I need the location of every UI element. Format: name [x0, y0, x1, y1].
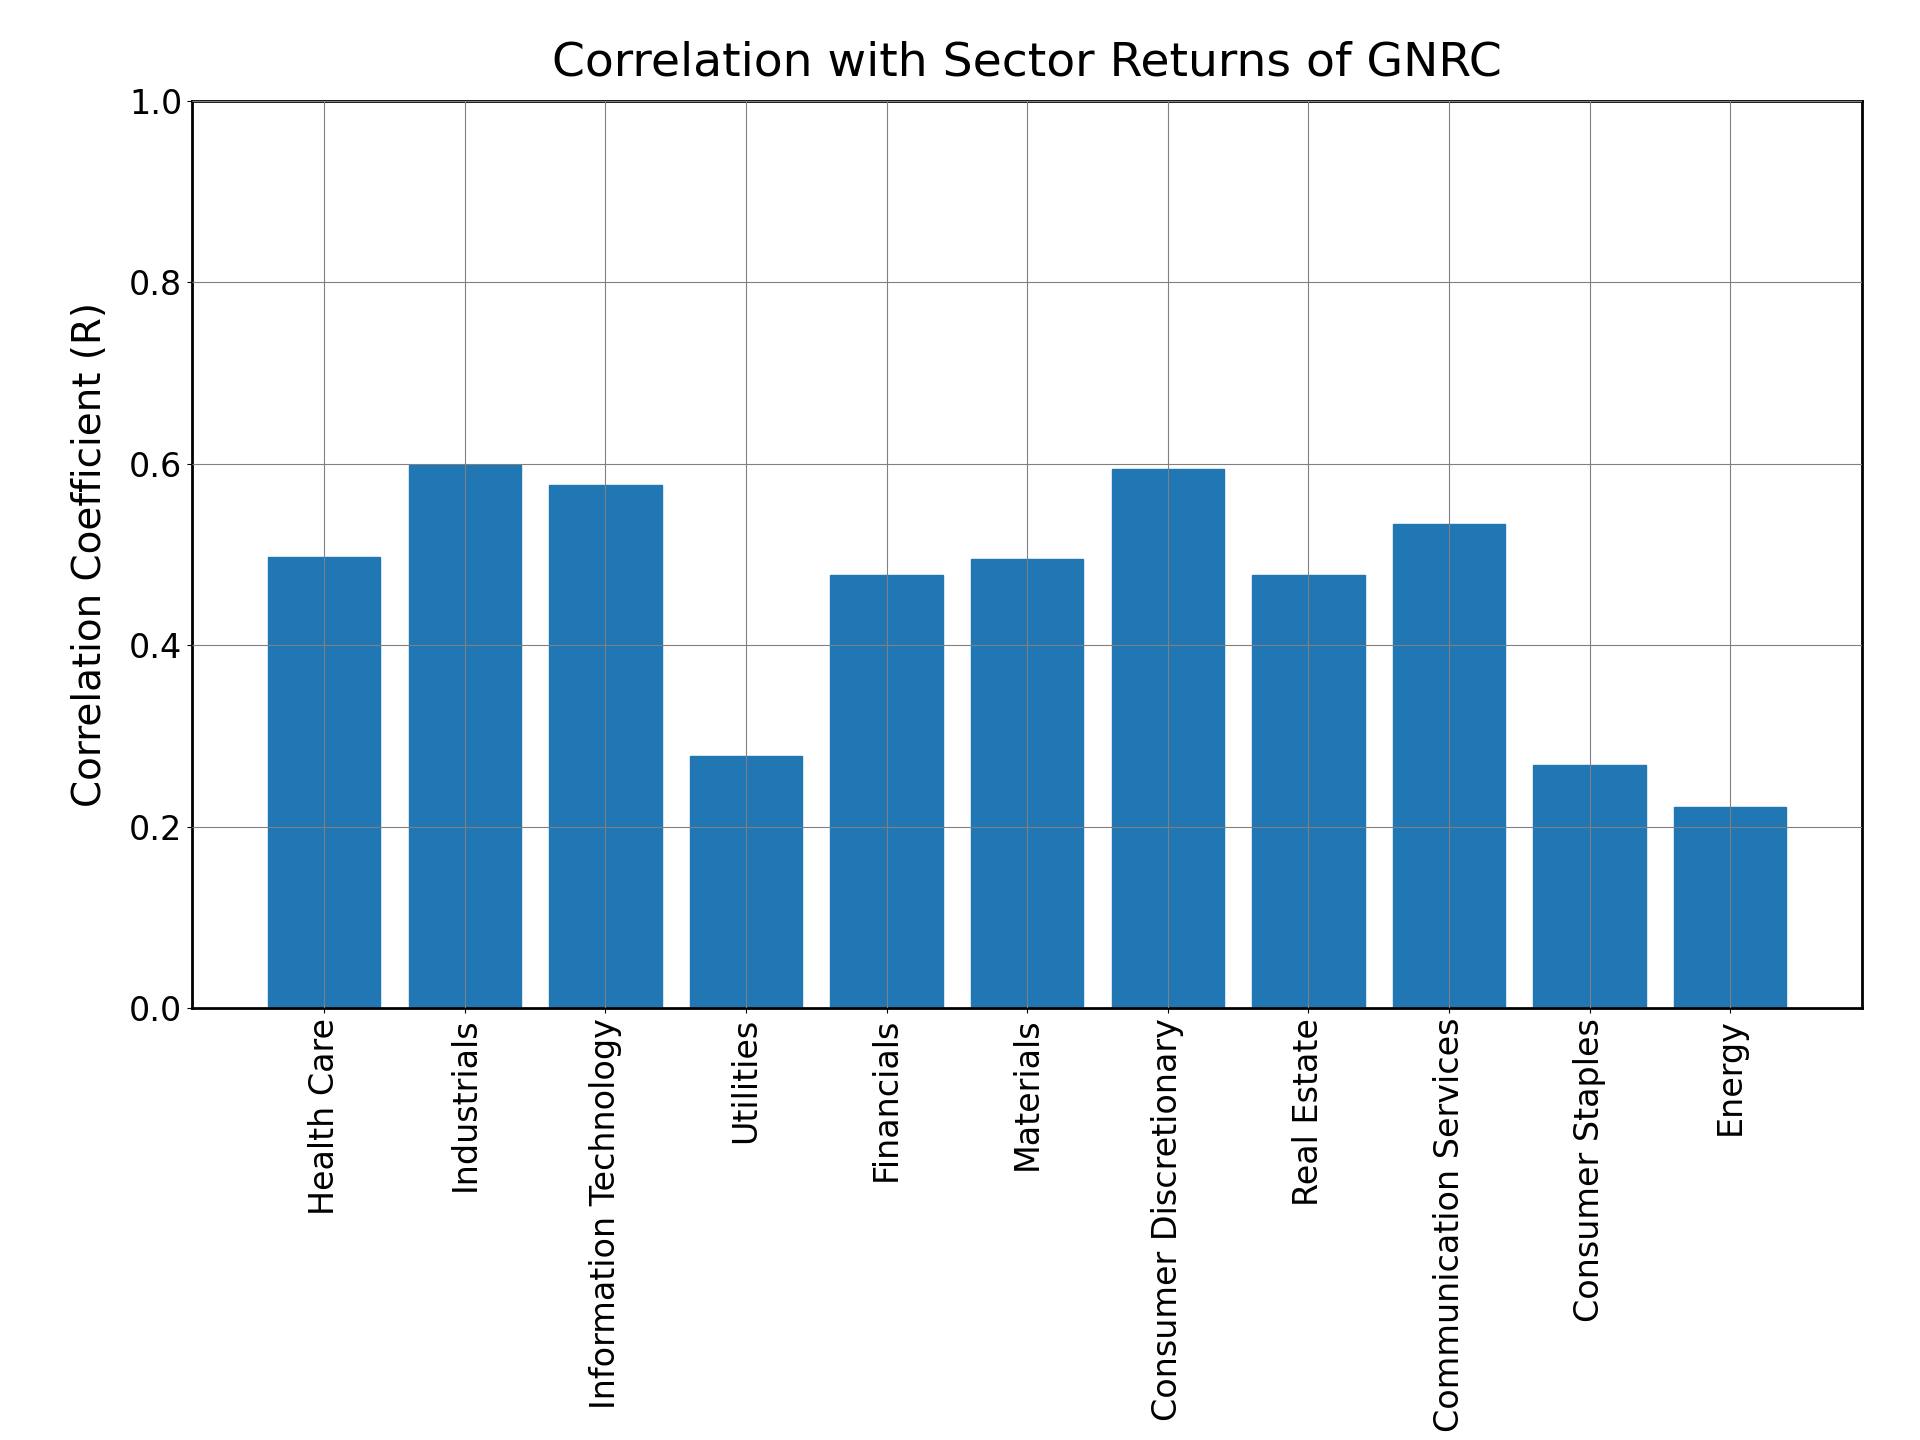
Bar: [1534, 765, 1645, 1008]
Bar: [409, 465, 520, 1008]
Bar: [549, 484, 662, 1008]
Y-axis label: Correlation Coefficient (R): Correlation Coefficient (R): [71, 302, 109, 806]
Bar: [1392, 524, 1505, 1008]
Title: Correlation with Sector Returns of GNRC: Correlation with Sector Returns of GNRC: [553, 40, 1501, 86]
Bar: [829, 575, 943, 1008]
Bar: [972, 559, 1083, 1008]
Bar: [1112, 469, 1225, 1008]
Bar: [269, 557, 380, 1008]
Bar: [1252, 575, 1365, 1008]
Bar: [689, 756, 803, 1008]
Bar: [1674, 806, 1786, 1008]
